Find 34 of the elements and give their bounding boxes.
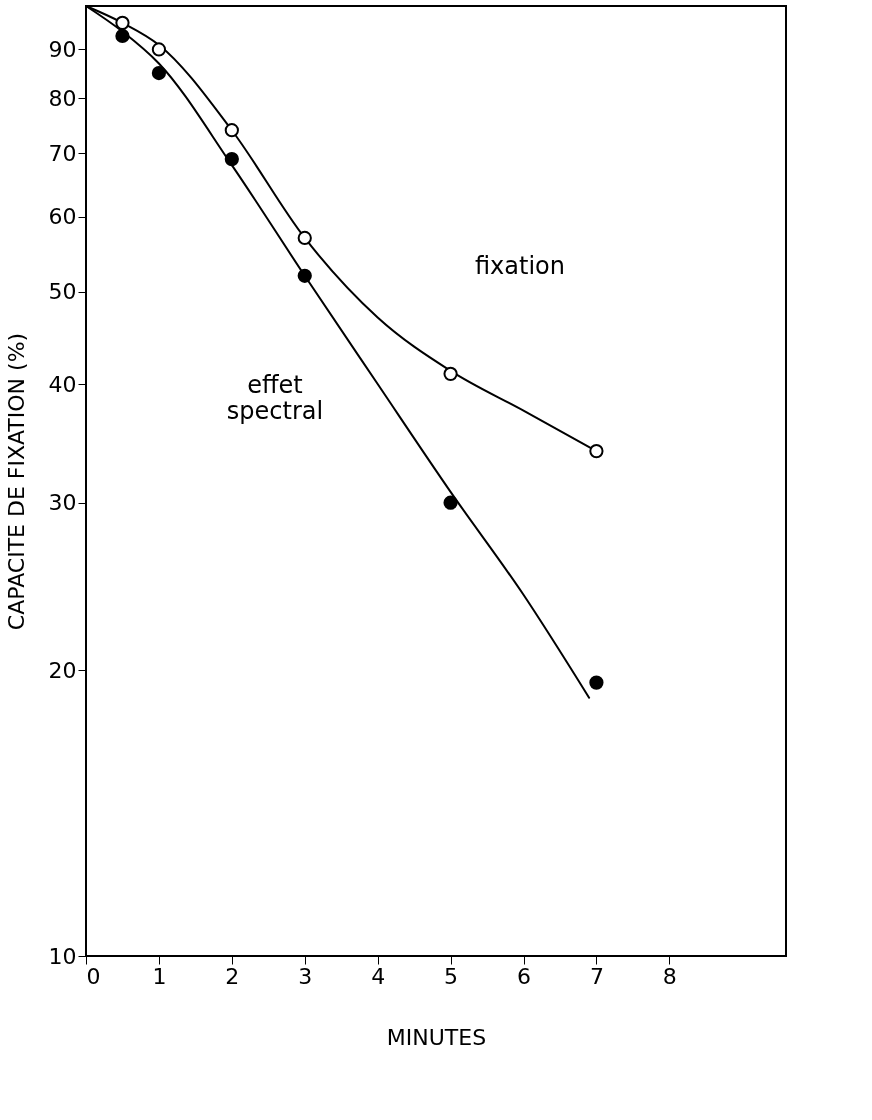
x-tick-label: 1 (152, 963, 167, 989)
x-tick-label: 2 (225, 963, 240, 989)
point (443, 366, 458, 381)
x-tick-label: 8 (662, 963, 677, 989)
y-tick-label: 70 (48, 140, 77, 166)
point (115, 28, 130, 44)
y-tick-label: 60 (48, 204, 77, 230)
point (589, 443, 604, 459)
x-tick-label: 4 (371, 963, 386, 989)
point (224, 123, 239, 138)
point (589, 675, 604, 690)
point (151, 65, 167, 81)
point (297, 268, 312, 283)
point (115, 15, 130, 30)
x-axis-title: MINUTES (386, 1024, 487, 1050)
y-tick-label: 80 (48, 85, 77, 111)
y-tick-label: 90 (48, 36, 77, 62)
y-tick-label: 30 (48, 490, 77, 516)
y-tick-label: 20 (48, 657, 77, 683)
x-tick-label: 5 (444, 963, 459, 989)
y-tick-label: 40 (48, 371, 77, 397)
x-tick-label: 3 (298, 963, 313, 989)
annotation: fixation (475, 252, 565, 281)
x-tick-label: 0 (86, 963, 101, 989)
y-axis-title: CAPACITE DE FIXATION (%) (3, 332, 29, 631)
annotation: effet spectral (226, 371, 324, 425)
point (224, 151, 239, 167)
x-tick-label: 7 (589, 963, 604, 989)
x-tick-label: 6 (517, 963, 531, 989)
y-tick-label: 10 (48, 943, 77, 969)
point (443, 495, 458, 510)
y-tick-label: 50 (48, 279, 77, 305)
point (151, 42, 167, 57)
point (297, 230, 312, 246)
